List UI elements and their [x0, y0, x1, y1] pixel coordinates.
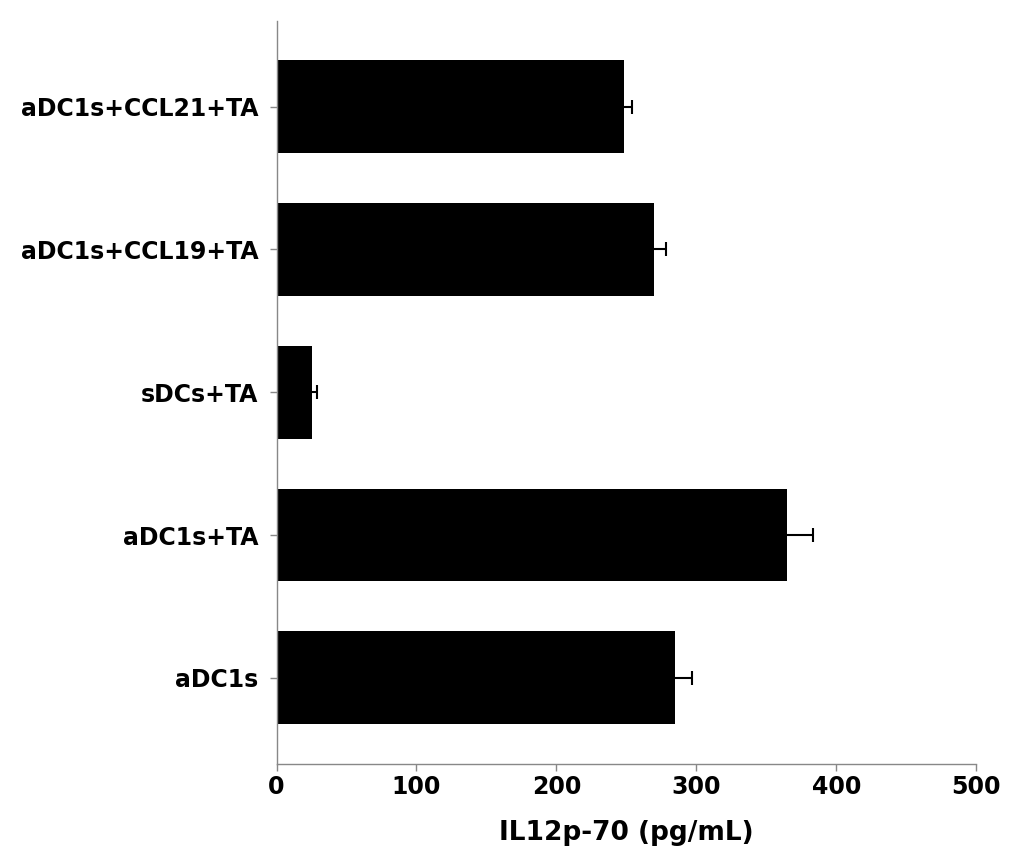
Bar [277, 203, 654, 296]
Bar [277, 60, 623, 153]
Bar [277, 631, 676, 724]
X-axis label: IL12p-70 (pg/mL): IL12p-70 (pg/mL) [499, 820, 754, 846]
Bar [277, 489, 787, 582]
Bar [277, 346, 312, 439]
